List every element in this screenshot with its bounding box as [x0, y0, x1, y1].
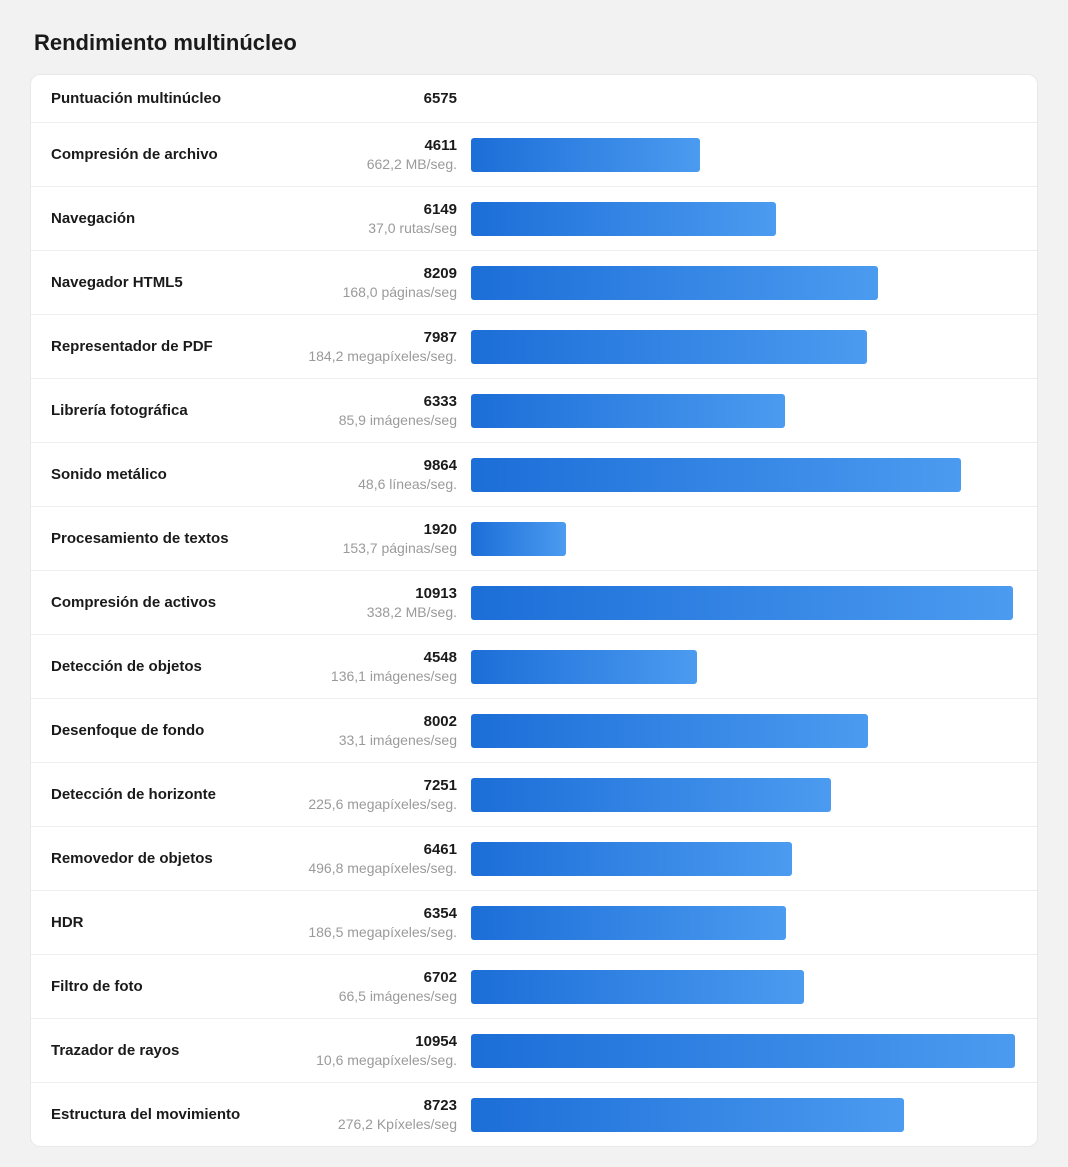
row-score: 6354: [301, 905, 457, 922]
row-score: 8723: [301, 1097, 457, 1114]
row-sub: 48,6 líneas/seg.: [301, 476, 457, 492]
row-label: Estructura del movimiento: [51, 1106, 301, 1123]
row-label: Procesamiento de textos: [51, 530, 301, 547]
row-bar: [471, 778, 831, 812]
benchmark-row: Removedor de objetos6461 496,8 megapíxele…: [31, 827, 1037, 891]
row-label: Representador de PDF: [51, 338, 301, 355]
row-score: 4548: [301, 649, 457, 666]
benchmark-row: HDR6354 186,5 megapíxeles/seg.: [31, 891, 1037, 955]
row-sub: 186,5 megapíxeles/seg.: [301, 924, 457, 940]
row-sub: 37,0 rutas/seg: [301, 220, 457, 236]
row-score: 7987: [301, 329, 457, 346]
header-label: Puntuación multinúcleo: [51, 90, 301, 107]
row-bar: [471, 458, 961, 492]
row-score: 6702: [301, 969, 457, 986]
row-score: 4611: [301, 137, 457, 154]
row-sub: 662,2 MB/seg.: [301, 156, 457, 172]
row-score: 1920: [301, 521, 457, 538]
row-score: 7251: [301, 777, 457, 794]
row-sub: 225,6 megapíxeles/seg.: [301, 796, 457, 812]
row-bar: [471, 970, 804, 1004]
row-label: Librería fotográfica: [51, 402, 301, 419]
row-label: Sonido metálico: [51, 466, 301, 483]
benchmark-row: Compresión de activos10913 338,2 MB/seg.: [31, 571, 1037, 635]
benchmark-row: Navegación6149 37,0 rutas/seg: [31, 187, 1037, 251]
row-bar: [471, 906, 786, 940]
row-bar: [471, 266, 878, 300]
row-label: HDR: [51, 914, 301, 931]
row-score: 8002: [301, 713, 457, 730]
row-label: Navegación: [51, 210, 301, 227]
benchmark-row: Compresión de archivo4611 662,2 MB/seg.: [31, 123, 1037, 187]
row-label: Navegador HTML5: [51, 274, 301, 291]
row-bar: [471, 842, 792, 876]
header-score: 6575: [301, 90, 457, 107]
row-sub: 168,0 páginas/seg: [301, 284, 457, 300]
row-bar: [471, 650, 697, 684]
row-sub: 184,2 megapíxeles/seg.: [301, 348, 457, 364]
row-bar: [471, 1098, 904, 1132]
row-sub: 10,6 megapíxeles/seg.: [301, 1052, 457, 1068]
row-label: Compresión de activos: [51, 594, 301, 611]
benchmark-row: Sonido metálico9864 48,6 líneas/seg.: [31, 443, 1037, 507]
row-sub: 85,9 imágenes/seg: [301, 412, 457, 428]
row-bar: [471, 714, 868, 748]
row-sub: 66,5 imágenes/seg: [301, 988, 457, 1004]
row-score: 10954: [301, 1033, 457, 1050]
row-bar: [471, 330, 867, 364]
row-sub: 33,1 imágenes/seg: [301, 732, 457, 748]
row-label: Trazador de rayos: [51, 1042, 301, 1059]
row-score: 8209: [301, 265, 457, 282]
benchmark-row: Trazador de rayos10954 10,6 megapíxeles/s…: [31, 1019, 1037, 1083]
row-score: 10913: [301, 585, 457, 602]
row-bar: [471, 586, 1013, 620]
benchmark-row: Filtro de foto6702 66,5 imágenes/seg: [31, 955, 1037, 1019]
row-label: Detección de objetos: [51, 658, 301, 675]
row-bar: [471, 1034, 1015, 1068]
row-sub: 153,7 páginas/seg: [301, 540, 457, 556]
benchmark-row: Detección de horizonte7251 225,6 megapíxe…: [31, 763, 1037, 827]
row-label: Filtro de foto: [51, 978, 301, 995]
row-bar: [471, 202, 776, 236]
row-label: Detección de horizonte: [51, 786, 301, 803]
header-row: Puntuación multinúcleo 6575: [31, 75, 1037, 123]
row-bar: [471, 138, 700, 172]
benchmark-row: Desenfoque de fondo8002 33,1 imágenes/seg: [31, 699, 1037, 763]
benchmark-row: Estructura del movimiento8723 276,2 Kpíxe…: [31, 1083, 1037, 1146]
row-bar: [471, 394, 785, 428]
row-label: Desenfoque de fondo: [51, 722, 301, 739]
row-sub: 276,2 Kpíxeles/seg: [301, 1116, 457, 1132]
row-sub: 496,8 megapíxeles/seg.: [301, 860, 457, 876]
row-score: 6461: [301, 841, 457, 858]
benchmark-row: Representador de PDF7987 184,2 megapíxele…: [31, 315, 1037, 379]
row-score: 9864: [301, 457, 457, 474]
row-label: Compresión de archivo: [51, 146, 301, 163]
row-sub: 338,2 MB/seg.: [301, 604, 457, 620]
row-score: 6333: [301, 393, 457, 410]
benchmark-row: Procesamiento de textos1920 153,7 páginas…: [31, 507, 1037, 571]
benchmark-row: Librería fotográfica6333 85,9 imágenes/se…: [31, 379, 1037, 443]
benchmark-card: Puntuación multinúcleo 6575 Compresión d…: [30, 74, 1038, 1147]
row-bar: [471, 522, 566, 556]
section-title: Rendimiento multinúcleo: [34, 30, 1034, 56]
benchmark-row: Detección de objetos4548 136,1 imágenes/s…: [31, 635, 1037, 699]
row-sub: 136,1 imágenes/seg: [301, 668, 457, 684]
row-label: Removedor de objetos: [51, 850, 301, 867]
row-score: 6149: [301, 201, 457, 218]
benchmark-row: Navegador HTML58209 168,0 páginas/seg: [31, 251, 1037, 315]
